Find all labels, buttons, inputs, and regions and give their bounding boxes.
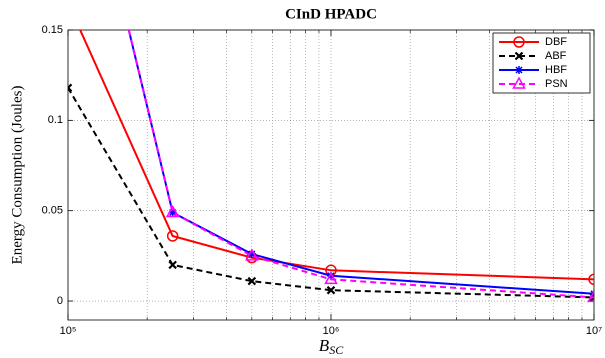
chart-title: CInD HPADC bbox=[285, 6, 377, 22]
series-line bbox=[68, 87, 594, 299]
data-point bbox=[68, 83, 73, 93]
data-point bbox=[245, 248, 259, 261]
x-axis-label: BSC bbox=[319, 336, 344, 357]
data-point bbox=[247, 276, 257, 286]
y-tick-label: 0.05 bbox=[42, 205, 63, 217]
legend-label: HBF bbox=[545, 64, 567, 76]
data-point bbox=[326, 285, 336, 295]
data-point bbox=[166, 230, 179, 242]
legend-label: PSN bbox=[545, 78, 568, 90]
y-tick-label: 0 bbox=[57, 295, 63, 307]
legend-marker bbox=[514, 51, 524, 61]
data-point bbox=[247, 250, 256, 259]
legend-marker bbox=[515, 66, 523, 74]
legend-label: DBF bbox=[545, 36, 567, 48]
legend-label: ABF bbox=[545, 50, 567, 62]
y-tick-label: 0.1 bbox=[48, 114, 63, 126]
legend-marker bbox=[512, 76, 526, 89]
x-axis-label-sub: SC bbox=[329, 343, 344, 357]
legend-marker bbox=[513, 36, 525, 48]
x-tick-label: 10⁶ bbox=[323, 325, 340, 337]
plot-content bbox=[63, 0, 594, 303]
data-point bbox=[168, 260, 177, 270]
data-point bbox=[588, 273, 594, 286]
data-point bbox=[587, 289, 594, 303]
data-point bbox=[168, 208, 177, 217]
data-point bbox=[327, 271, 335, 280]
y-tick-label: 0.15 bbox=[42, 24, 63, 36]
x-axis-label-main: B bbox=[319, 336, 330, 355]
data-point bbox=[324, 271, 338, 285]
legend: DBF ABF HBF PSN bbox=[492, 32, 591, 94]
data-point bbox=[63, 0, 73, 8]
y-axis-label: Energy Consumption (Joules) bbox=[9, 86, 25, 265]
x-tick-label: 10⁵ bbox=[60, 325, 77, 337]
x-tick-label: 10⁷ bbox=[586, 325, 602, 337]
data-point bbox=[165, 204, 180, 218]
axes-frame bbox=[67, 29, 595, 321]
